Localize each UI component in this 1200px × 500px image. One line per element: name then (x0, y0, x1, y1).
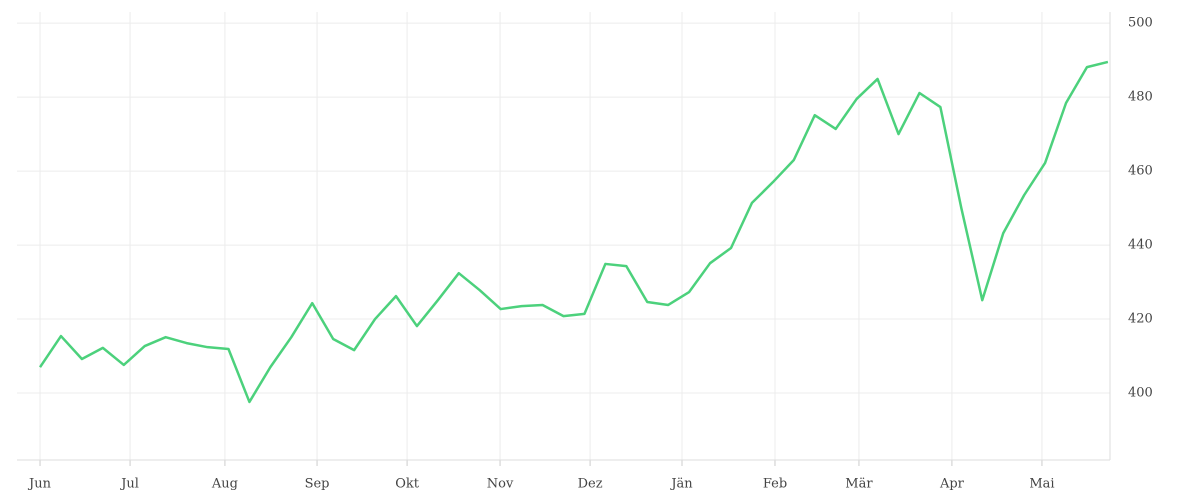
x-tick-label: Jun (27, 477, 52, 492)
x-tick-label: Mai (1029, 477, 1054, 492)
x-tick-label: Mär (845, 477, 873, 492)
x-tick-label: Jul (119, 477, 139, 492)
y-tick-label: 440 (1128, 238, 1153, 253)
x-tick-label: Okt (395, 477, 420, 492)
x-tick-label: Dez (578, 477, 603, 492)
x-tick-label: Nov (487, 477, 514, 492)
x-tick-label: Sep (305, 477, 330, 492)
line (38, 60, 1109, 404)
y-tick-label: 460 (1128, 164, 1153, 179)
x-tick-label: Feb (763, 477, 787, 492)
y-tick-label: 400 (1128, 386, 1153, 401)
x-tick-label: Jän (669, 477, 693, 492)
y-tick-label: 480 (1128, 90, 1153, 105)
y-tick-label: 500 (1128, 16, 1153, 31)
y-tick-label: 420 (1128, 312, 1153, 327)
x-tick-label: Apr (939, 477, 965, 492)
x-tick-label: Aug (211, 477, 238, 492)
